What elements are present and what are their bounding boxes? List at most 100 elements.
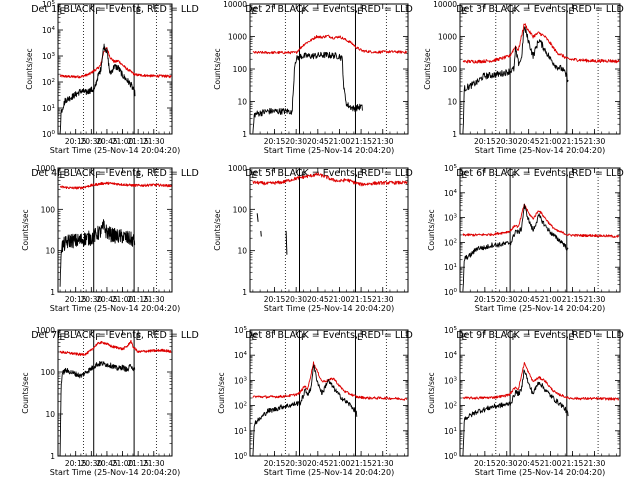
chart-panel-5: Det 5f BLACK = Events, RED = LLD 1 10 100 10…: [213, 164, 413, 313]
y-tick-label: 1000: [36, 326, 55, 335]
series-group: [59, 339, 172, 456]
events-series-line: [59, 219, 136, 287]
x-tick-label: 21:30: [584, 459, 606, 468]
chart-title: Det 9f BLACK = Events, RED = LLD: [456, 330, 624, 341]
interval-flag: E: [462, 171, 468, 181]
y-tick-label: 100: [233, 65, 248, 74]
y-tick-label: 10: [45, 247, 55, 256]
interval-flag: F: [512, 7, 517, 17]
events-series-line: [260, 230, 262, 237]
x-tick-label: 21:00: [329, 137, 351, 146]
x-tick-label: 20:30: [285, 459, 307, 468]
x-tick-label: 20:15: [474, 137, 496, 146]
y-tick-label: 1: [242, 288, 247, 297]
y-tick-label: 10: [45, 410, 55, 419]
y-tick-label: 100: [41, 368, 56, 377]
x-tick-label: 20:45: [96, 137, 118, 146]
y-tick-label: 1000: [228, 164, 247, 173]
interval-flag: F: [95, 7, 100, 17]
y-tick-label: 100: [444, 452, 458, 461]
y-tick-label: 1: [452, 130, 457, 139]
x-tick-label: 21:15: [350, 459, 372, 468]
x-axis-label: Start Time (25-Nov-14 20:04:20): [475, 146, 605, 155]
lld-series-line: [252, 172, 408, 187]
events-series-line: [462, 26, 569, 134]
y-tick-label: 102: [234, 402, 247, 411]
x-tick-label: 21:15: [127, 459, 149, 468]
series-group: [252, 172, 408, 255]
x-tick-label: 20:30: [81, 459, 103, 468]
x-tick-label: 21:30: [143, 459, 165, 468]
y-tick-label: 105: [234, 326, 248, 335]
y-tick-label: 104: [42, 26, 56, 35]
chart-title: Det 1f BLACK = Events, RED = LLD: [31, 4, 199, 15]
x-tick-label: 21:30: [584, 137, 606, 146]
plot-frame: [57, 329, 173, 457]
interval-flag: F: [301, 7, 306, 17]
x-tick-label: 21:15: [350, 295, 372, 304]
y-tick-label: 104: [444, 351, 458, 360]
chart-title: Det 6f BLACK = Events, RED = LLD: [456, 168, 624, 179]
x-tick-label: 20:15: [65, 295, 87, 304]
chart-title: Det 3f BLACK = Events, RED = LLD: [456, 4, 624, 15]
chart-panel-3: Det 3f BLACK = Events, RED = LLD 1 10 100 10…: [423, 0, 624, 155]
y-tick-label: 100: [234, 452, 248, 461]
y-axis-label: Counts/sec: [213, 209, 222, 250]
series-group: [252, 361, 408, 456]
chart-panel-2: Det 2f BLACK = Events, RED = LLD 1 10 100 10…: [213, 0, 413, 155]
y-tick-label: 10: [447, 98, 457, 107]
interval-flag: E: [357, 171, 363, 181]
x-tick-label: 21:15: [562, 137, 584, 146]
lld-series-line: [462, 203, 620, 238]
interval-flag: F: [301, 333, 306, 343]
lld-series-line: [252, 34, 408, 55]
y-tick-label: 101: [42, 104, 55, 113]
y-tick-label: 1000: [228, 33, 247, 42]
y-tick-label: 100: [443, 65, 458, 74]
x-tick-label: 21:30: [372, 459, 394, 468]
interval-flag: F: [95, 171, 100, 181]
x-tick-label: 20:15: [474, 295, 496, 304]
y-axis-label: Counts/sec: [25, 48, 34, 89]
chart-panel-6: Det 6f BLACK = Events, RED = LLD 100 101 10…: [427, 164, 624, 313]
y-tick-label: 100: [41, 205, 56, 214]
plot-frame: [249, 167, 409, 293]
interval-flag: E: [252, 171, 258, 181]
lld-series-line: [252, 361, 408, 401]
y-axis-label: Counts/sec: [427, 209, 436, 250]
x-axis-label: Start Time (25-Nov-14 20:04:20): [264, 304, 394, 313]
lld-series-line: [59, 339, 172, 357]
x-tick-label: 20:30: [81, 137, 103, 146]
interval-flag: E: [568, 333, 574, 343]
interval-flag: E: [136, 333, 142, 343]
y-axis-label: Counts/sec: [21, 209, 30, 250]
interval-flag: E: [462, 333, 468, 343]
plot-frame: [57, 3, 173, 135]
y-axis-label: Counts/sec: [21, 372, 30, 413]
interval-flag: E: [252, 333, 258, 343]
interval-flag: E: [568, 171, 574, 181]
x-axis-label: Start Time (25-Nov-14 20:04:20): [50, 304, 180, 313]
x-axis-label: Start Time (25-Nov-14 20:04:20): [475, 468, 605, 477]
y-tick-label: 100: [233, 205, 248, 214]
plot-frame: [249, 329, 409, 457]
lld-series-line: [462, 23, 620, 64]
y-tick-label: 103: [444, 376, 458, 385]
y-tick-label: 102: [42, 78, 55, 87]
y-axis-label: Counts/sec: [427, 372, 436, 413]
x-tick-label: 21:15: [127, 137, 149, 146]
interval-flag: E: [60, 7, 66, 17]
interval-flag: E: [357, 333, 363, 343]
events-series-line: [256, 213, 259, 222]
x-tick-label: 20:30: [496, 459, 518, 468]
y-tick-label: 10: [237, 247, 247, 256]
x-tick-label: 21:15: [562, 295, 584, 304]
x-tick-label: 21:30: [584, 295, 606, 304]
y-tick-label: 103: [42, 52, 56, 61]
y-tick-label: 104: [234, 351, 248, 360]
series-group: [462, 23, 620, 134]
interval-flag: F: [95, 333, 100, 343]
x-tick-label: 20:30: [285, 295, 307, 304]
x-tick-label: 20:45: [96, 295, 118, 304]
